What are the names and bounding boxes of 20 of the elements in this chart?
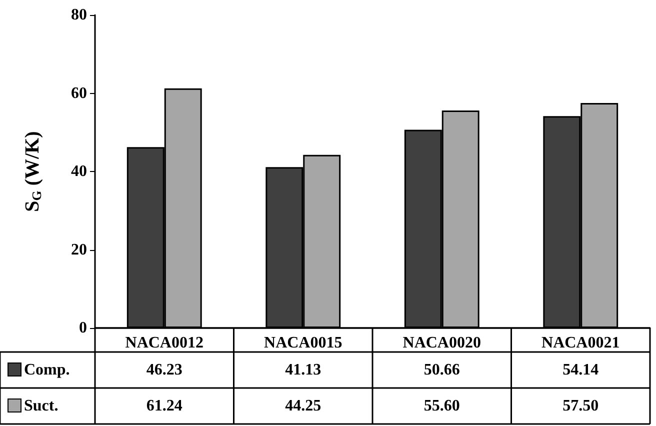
y-tick-label: 40 xyxy=(71,163,87,180)
y-tick-label: 0 xyxy=(79,320,87,336)
y-tick-label: 80 xyxy=(71,6,87,24)
x-tick-label: NACA0015 xyxy=(264,334,342,352)
data-label: 41.13 xyxy=(285,362,322,378)
data-label: 54.14 xyxy=(562,362,599,378)
data-label: 55.60 xyxy=(424,398,460,414)
data-label: 46.23 xyxy=(146,362,182,378)
x-tick-label: NACA0021 xyxy=(542,334,620,352)
legend-label: Suct. xyxy=(24,398,58,414)
y-tick-label: 60 xyxy=(71,84,87,102)
data-label: 57.50 xyxy=(562,398,599,414)
legend-label: Comp. xyxy=(24,362,70,378)
y-tick-label: 20 xyxy=(71,241,87,258)
data-label: 61.24 xyxy=(146,398,182,414)
y-axis-title: SG (W/K) xyxy=(22,131,44,212)
x-tick-label: NACA0020 xyxy=(402,334,481,352)
data-label: 50.66 xyxy=(424,362,460,378)
x-tick-label: NACA0012 xyxy=(125,334,204,352)
data-label: 44.25 xyxy=(285,398,322,414)
